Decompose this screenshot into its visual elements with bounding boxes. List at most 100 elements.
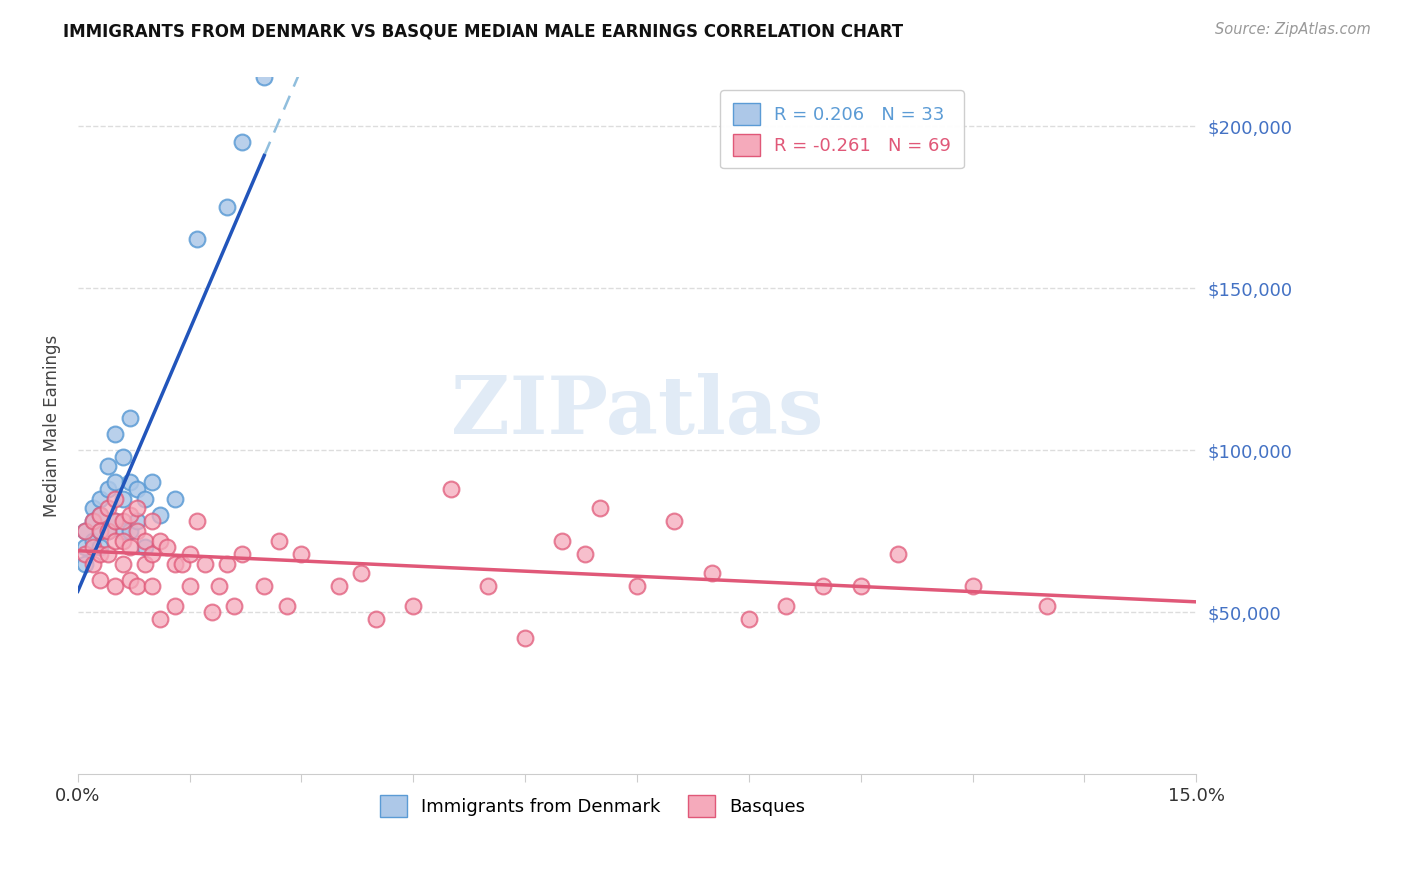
Point xyxy=(82,515,104,529)
Point xyxy=(104,491,127,506)
Point xyxy=(149,533,172,548)
Point xyxy=(89,524,111,538)
Point xyxy=(118,508,141,522)
Point xyxy=(813,579,835,593)
Point xyxy=(97,482,120,496)
Point xyxy=(89,508,111,522)
Point xyxy=(89,573,111,587)
Point xyxy=(350,566,373,581)
Point xyxy=(89,491,111,506)
Point xyxy=(127,515,149,529)
Text: Source: ZipAtlas.com: Source: ZipAtlas.com xyxy=(1215,22,1371,37)
Point xyxy=(82,541,104,555)
Point xyxy=(118,410,141,425)
Point xyxy=(1036,599,1059,613)
Point xyxy=(111,515,134,529)
Point xyxy=(224,599,246,613)
Point xyxy=(118,573,141,587)
Point xyxy=(186,515,208,529)
Point xyxy=(118,541,141,555)
Text: IMMIGRANTS FROM DENMARK VS BASQUE MEDIAN MALE EARNINGS CORRELATION CHART: IMMIGRANTS FROM DENMARK VS BASQUE MEDIAN… xyxy=(63,22,904,40)
Point xyxy=(75,524,97,538)
Point xyxy=(231,135,253,149)
Point xyxy=(328,579,350,593)
Point xyxy=(89,508,111,522)
Point xyxy=(738,611,761,625)
Point xyxy=(104,515,127,529)
Point xyxy=(104,475,127,490)
Point xyxy=(118,524,141,538)
Point xyxy=(82,515,104,529)
Point xyxy=(253,70,276,85)
Point xyxy=(127,524,149,538)
Point xyxy=(163,491,186,506)
Point xyxy=(269,533,291,548)
Point xyxy=(179,579,201,593)
Point xyxy=(402,599,425,613)
Point xyxy=(215,200,238,214)
Point xyxy=(193,557,215,571)
Point xyxy=(134,541,156,555)
Point xyxy=(134,491,156,506)
Point xyxy=(515,631,537,645)
Point xyxy=(75,524,97,538)
Point xyxy=(97,459,120,474)
Point xyxy=(75,557,97,571)
Point xyxy=(849,579,872,593)
Point xyxy=(163,599,186,613)
Point xyxy=(156,541,179,555)
Point xyxy=(104,579,127,593)
Point xyxy=(149,611,172,625)
Point xyxy=(231,547,253,561)
Point xyxy=(253,579,276,593)
Point xyxy=(134,557,156,571)
Point xyxy=(104,426,127,441)
Legend: Immigrants from Denmark, Basques: Immigrants from Denmark, Basques xyxy=(373,788,813,824)
Point xyxy=(201,605,224,619)
Point xyxy=(104,533,127,548)
Point xyxy=(551,533,574,548)
Point xyxy=(111,557,134,571)
Y-axis label: Median Male Earnings: Median Male Earnings xyxy=(44,334,60,516)
Point xyxy=(141,547,163,561)
Point xyxy=(276,599,298,613)
Point xyxy=(134,533,156,548)
Point xyxy=(97,547,120,561)
Point xyxy=(962,579,984,593)
Point xyxy=(141,515,163,529)
Point xyxy=(111,450,134,464)
Point xyxy=(172,557,194,571)
Point xyxy=(97,524,120,538)
Point xyxy=(111,524,134,538)
Point xyxy=(118,475,141,490)
Point xyxy=(887,547,910,561)
Point xyxy=(82,557,104,571)
Text: ZIPatlas: ZIPatlas xyxy=(451,373,823,450)
Point xyxy=(75,541,97,555)
Point xyxy=(179,547,201,561)
Point xyxy=(104,515,127,529)
Point xyxy=(700,566,723,581)
Point xyxy=(186,232,208,246)
Point xyxy=(574,547,596,561)
Point xyxy=(97,524,120,538)
Point xyxy=(111,491,134,506)
Point xyxy=(127,482,149,496)
Point xyxy=(97,501,120,516)
Point xyxy=(141,475,163,490)
Point xyxy=(589,501,612,516)
Point xyxy=(149,508,172,522)
Point xyxy=(82,533,104,548)
Point xyxy=(664,515,686,529)
Point xyxy=(89,547,111,561)
Point xyxy=(75,547,97,561)
Point xyxy=(440,482,463,496)
Point xyxy=(89,524,111,538)
Point xyxy=(163,557,186,571)
Point xyxy=(127,579,149,593)
Point xyxy=(626,579,648,593)
Point xyxy=(477,579,499,593)
Point xyxy=(208,579,231,593)
Point xyxy=(775,599,797,613)
Point xyxy=(111,533,134,548)
